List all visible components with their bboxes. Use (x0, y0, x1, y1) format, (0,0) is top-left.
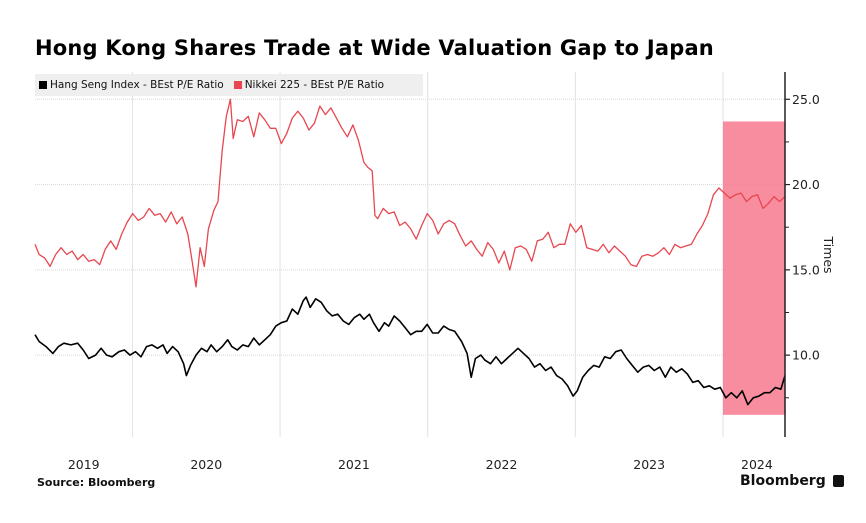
legend-item-hang-seng: Hang Seng Index - BEst P/E Ratio (39, 79, 224, 91)
x-tick-label: 2019 (68, 457, 100, 472)
series-line-hang-seng (34, 296, 786, 406)
bloomberg-brand: Bloomberg (740, 473, 844, 489)
legend: Hang Seng Index - BEst P/E Ratio Nikkei … (35, 74, 423, 96)
legend-swatch-nikkei (233, 81, 242, 89)
source-note: Source: Bloomberg (37, 476, 156, 489)
x-axis-labels: 2019 2020 2021 2022 2023 2024 (68, 457, 773, 472)
legend-item-nikkei: Nikkei 225 - BEst P/E Ratio (233, 79, 385, 91)
legend-label-hang-seng: Hang Seng Index - BEst P/E Ratio (50, 79, 224, 91)
x-tick-label: 2022 (486, 457, 518, 472)
highlight-region (722, 121, 785, 415)
x-tick-label: 2024 (741, 457, 773, 472)
brand-text: Bloomberg (740, 473, 826, 489)
y-tick-label: 25.0 (792, 92, 820, 107)
y-axis-label: Times (821, 235, 836, 273)
y-tick-label: 15.0 (792, 262, 820, 277)
x-tick-label: 2021 (338, 457, 370, 472)
series-lines (34, 98, 786, 406)
chart-title: Hong Kong Shares Trade at Wide Valuation… (35, 36, 714, 60)
legend-label-nikkei: Nikkei 225 - BEst P/E Ratio (244, 79, 385, 91)
highlight-box (722, 121, 785, 415)
y-tick-label: 20.0 (792, 177, 820, 192)
y-tick-label: 10.0 (792, 348, 820, 363)
bloomberg-logo-icon (832, 475, 844, 487)
y-axis: 25.0 20.0 15.0 10.0 (784, 72, 820, 437)
gridlines (35, 72, 784, 437)
series-line-nikkei (34, 98, 786, 288)
x-tick-label: 2020 (190, 457, 222, 472)
x-tick-label: 2023 (633, 457, 665, 472)
legend-swatch-hang-seng (39, 81, 47, 89)
